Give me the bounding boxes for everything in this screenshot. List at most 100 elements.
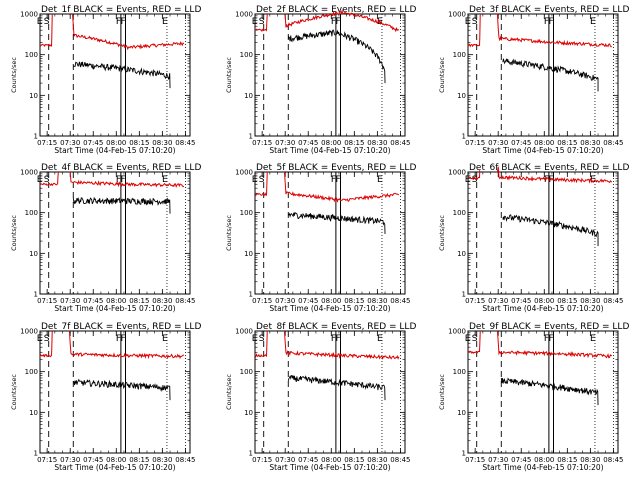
x-axis-label: Start Time (04-Feb-15 07:10:20) <box>482 146 603 155</box>
x-tick-label: 08:00 <box>106 139 126 147</box>
marker-letter: S <box>472 175 478 185</box>
lld-series-post <box>496 13 612 48</box>
y-tick-label: 1000 <box>448 328 466 336</box>
lld-series-pre <box>39 330 53 358</box>
marker-letter: E <box>590 334 596 344</box>
x-tick-label: 08:00 <box>321 456 341 464</box>
plot-frame <box>467 330 619 454</box>
panel-5: Det_5f BLACK = Events, RED = LLD 1 10 100 10… <box>225 163 416 313</box>
plot-frame <box>254 330 406 454</box>
marker-letter: F <box>116 334 121 344</box>
marker-letter: E <box>377 334 383 344</box>
x-tick-label: 08:00 <box>534 297 554 305</box>
y-tick-label: 10 <box>457 250 466 258</box>
y-tick-label: 1 <box>249 133 253 141</box>
x-tick-label: 08:30 <box>580 456 600 464</box>
x-tick-label: 08:45 <box>175 297 195 305</box>
panel-3: Det_3f BLACK = Events, RED = LLD 1 10 100 10… <box>438 5 629 155</box>
events-series <box>287 211 386 234</box>
lld-series-pre <box>39 13 53 48</box>
y-tick-label: 1000 <box>235 328 253 336</box>
x-tick-label: 08:15 <box>129 297 149 305</box>
x-axis-label: Start Time (04-Feb-15 07:10:20) <box>269 146 390 155</box>
marker-letter: F <box>120 334 125 344</box>
panel-6: Det_6f BLACK = Events, RED = LLD 1 10 100 10… <box>438 163 629 313</box>
x-tick-label: 07:45 <box>83 456 103 464</box>
panel-title: Det_7f BLACK = Events, RED = LLD <box>41 322 201 332</box>
plot-frame <box>39 13 191 137</box>
panel-title: Det_3f BLACK = Events, RED = LLD <box>469 5 629 15</box>
plot-frame <box>254 171 406 295</box>
y-axis-label: Counts/sec <box>10 57 18 93</box>
x-tick-label: 08:30 <box>580 297 600 305</box>
lld-series-pre <box>254 171 268 197</box>
marker-letter: E <box>465 175 471 185</box>
marker-letter: S <box>259 334 265 344</box>
x-tick-label: 07:30 <box>60 139 80 147</box>
y-axis-label: Counts/sec <box>225 374 233 410</box>
x-tick-label: 08:30 <box>367 139 387 147</box>
x-tick-label: 07:45 <box>83 297 103 305</box>
panel-title: Det_2f BLACK = Events, RED = LLD <box>256 5 416 15</box>
y-tick-label: 100 <box>25 368 38 376</box>
y-tick-label: 100 <box>25 51 38 59</box>
panel-title: Det_8f BLACK = Events, RED = LLD <box>256 322 416 332</box>
x-tick-label: 08:00 <box>321 297 341 305</box>
x-tick-label: 08:45 <box>390 297 410 305</box>
plot-frame <box>467 171 619 295</box>
marker-letter: E <box>377 175 383 185</box>
x-tick-label: 07:45 <box>298 456 318 464</box>
x-axis-label: Start Time (04-Feb-15 07:10:20) <box>482 304 603 313</box>
x-tick-label: 07:15 <box>465 456 485 464</box>
x-tick-label: 07:45 <box>511 139 531 147</box>
marker-letter: E <box>590 17 596 27</box>
lld-series-pre <box>254 13 268 32</box>
x-tick-label: 08:45 <box>603 297 623 305</box>
y-tick-label: 100 <box>453 368 466 376</box>
y-tick-label: 1 <box>462 133 466 141</box>
x-tick-label: 08:15 <box>344 139 364 147</box>
x-tick-label: 07:30 <box>275 139 295 147</box>
marker-letter: F <box>544 334 549 344</box>
panel-2: Det_2f BLACK = Events, RED = LLD 1 10 100 10… <box>225 5 416 155</box>
marker-letter: F <box>335 17 340 27</box>
y-tick-label: 1 <box>462 291 466 299</box>
lld-series-post <box>283 330 400 360</box>
x-axis-label: Start Time (04-Feb-15 07:10:20) <box>54 146 175 155</box>
marker-letter: E <box>162 175 168 185</box>
x-tick-label: 07:30 <box>488 139 508 147</box>
y-tick-label: 100 <box>453 51 466 59</box>
events-series <box>73 61 171 89</box>
panel-1: Det_1f BLACK = Events, RED = LLD 1 10 100 10… <box>10 5 201 155</box>
x-tick-label: 08:45 <box>390 456 410 464</box>
x-axis-label: Start Time (04-Feb-15 07:10:20) <box>54 304 175 313</box>
y-tick-label: 100 <box>240 209 253 217</box>
marker-letter: S <box>44 334 50 344</box>
y-axis-label: Counts/sec <box>438 374 446 410</box>
x-tick-label: 07:30 <box>488 297 508 305</box>
y-tick-label: 1 <box>34 133 38 141</box>
panel-title: Det_9f BLACK = Events, RED = LLD <box>469 322 629 332</box>
y-tick-label: 1000 <box>448 11 466 19</box>
marker-letter: E <box>590 175 596 185</box>
marker-letter: E <box>465 17 471 27</box>
x-tick-label: 07:30 <box>60 456 80 464</box>
x-tick-label: 08:15 <box>344 297 364 305</box>
y-tick-label: 10 <box>457 92 466 100</box>
marker-letter: S <box>44 175 50 185</box>
y-tick-label: 10 <box>244 92 253 100</box>
marker-letter: E <box>37 17 43 27</box>
x-tick-label: 08:45 <box>175 456 195 464</box>
marker-letter: F <box>544 175 549 185</box>
x-tick-label: 07:15 <box>465 139 485 147</box>
marker-letter: F <box>335 334 340 344</box>
panel-8: Det_8f BLACK = Events, RED = LLD 1 10 100 10… <box>225 322 416 472</box>
y-tick-label: 10 <box>457 409 466 417</box>
x-tick-label: 08:30 <box>367 456 387 464</box>
x-tick-label: 07:15 <box>465 297 485 305</box>
x-tick-label: 07:30 <box>275 456 295 464</box>
lld-series-post <box>496 330 613 359</box>
marker-letter: F <box>548 17 553 27</box>
panel-title: Det_1f BLACK = Events, RED = LLD <box>41 5 201 15</box>
y-tick-label: 1000 <box>235 169 253 177</box>
